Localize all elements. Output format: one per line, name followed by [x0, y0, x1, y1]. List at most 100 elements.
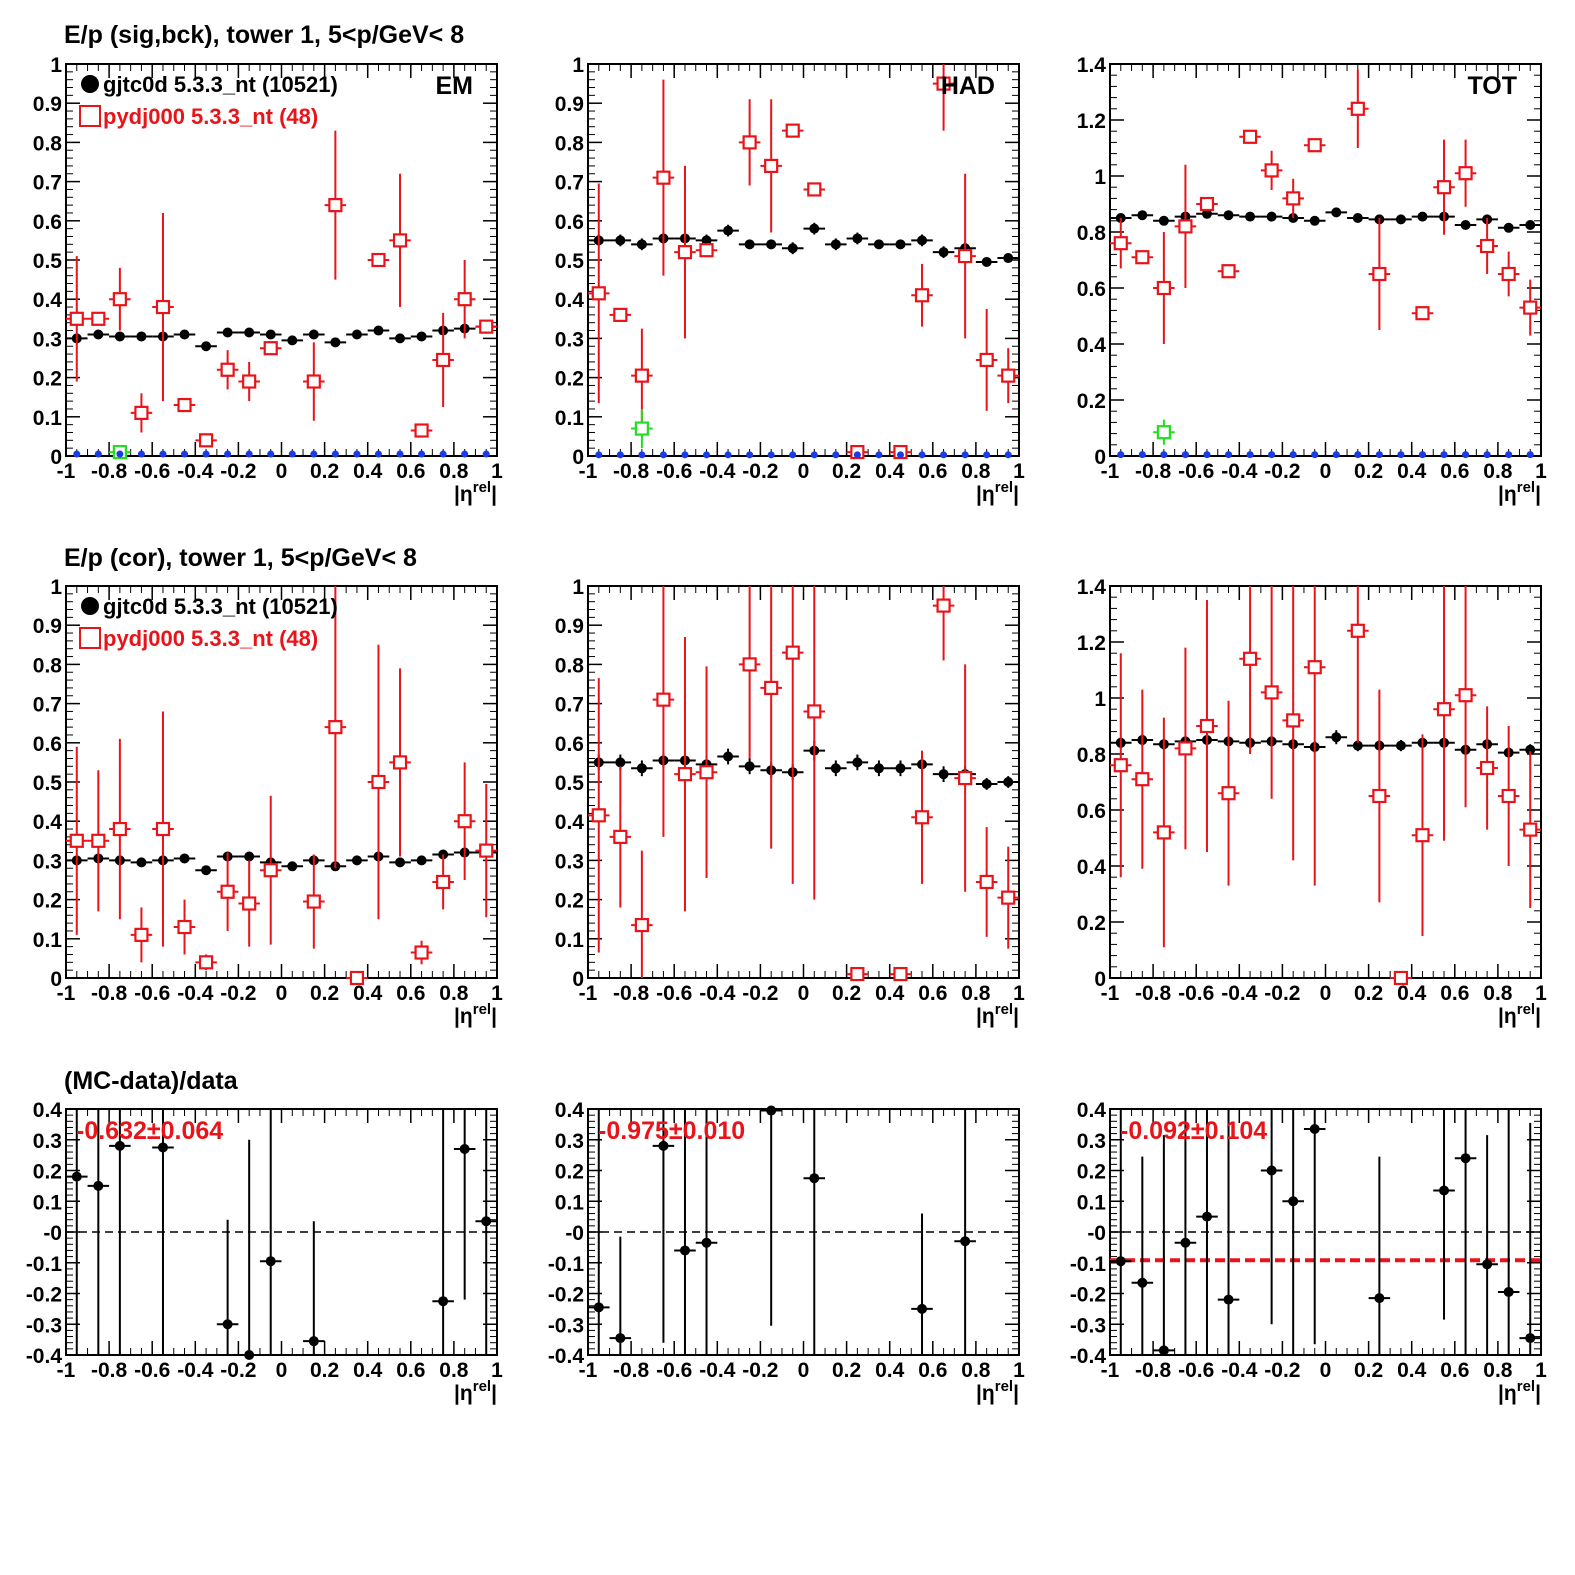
- x-tick-label: 0.4: [353, 982, 383, 1005]
- y-tick-label: 0.2: [555, 890, 584, 913]
- x-tick-label: -0.8: [91, 1359, 128, 1382]
- blue-point: [418, 450, 426, 458]
- x-tick-label: 1: [1013, 982, 1025, 1005]
- x-tick-label: 0.2: [310, 460, 339, 483]
- mc-point: [1113, 758, 1128, 773]
- mc-point: [1415, 306, 1430, 321]
- x-tick-label: 0.2: [832, 460, 861, 483]
- y-tick-label: 0.3: [33, 850, 62, 873]
- mc-point: [1178, 741, 1193, 756]
- data-point: [787, 243, 798, 254]
- mc-point: [134, 927, 149, 942]
- mc-point: [1199, 196, 1215, 212]
- blue-point: [1181, 451, 1189, 459]
- blue-point: [202, 450, 210, 458]
- y-tick-label: 0.6: [555, 211, 584, 234]
- mc-point: [613, 829, 628, 844]
- blue-point: [94, 450, 102, 458]
- mc-point: [1372, 266, 1387, 282]
- data-point: [1201, 1211, 1212, 1222]
- blue-point: [353, 450, 361, 458]
- x-tick-label: -0.6: [134, 982, 170, 1005]
- blue-point: [288, 450, 296, 458]
- data-point: [917, 235, 928, 246]
- x-tick-label: -1: [1101, 982, 1120, 1005]
- y-tick-label: 0: [572, 446, 584, 469]
- x-tick-label: -1: [579, 460, 598, 483]
- y-tick-label: 0: [1094, 446, 1106, 469]
- x-tick-label: -1: [1101, 1359, 1120, 1382]
- x-tick-label: 0.6: [918, 982, 947, 1005]
- panel-label: HAD: [941, 72, 995, 100]
- blue-point: [159, 450, 167, 458]
- x-tick-label: 0.8: [961, 460, 991, 483]
- mc-point: [1307, 660, 1322, 675]
- mc-point: [1501, 266, 1516, 282]
- mc-point: [263, 863, 278, 878]
- y-tick-label: 0.6: [555, 733, 584, 756]
- blue-point: [853, 451, 861, 459]
- data-point: [1137, 1277, 1148, 1288]
- mc-point: [850, 966, 865, 982]
- mc-point: [1221, 786, 1236, 801]
- x-tick-label: -1: [57, 1359, 76, 1382]
- y-tick-label: 0.8: [33, 654, 63, 677]
- x-axis-label: |ηrel|: [454, 1378, 497, 1405]
- mc-point: [1350, 623, 1365, 638]
- mc-point: [306, 894, 321, 909]
- data-point: [895, 763, 906, 774]
- mc-point: [69, 833, 84, 848]
- y-tick-label: -0.2: [26, 1284, 62, 1307]
- blue-point: [1505, 451, 1513, 459]
- blue-point: [374, 450, 382, 458]
- data-point: [416, 855, 427, 866]
- data-point: [330, 337, 341, 348]
- y-tick-label: 0.1: [1077, 1191, 1107, 1214]
- data-point: [287, 861, 298, 872]
- blue-point: [224, 450, 232, 458]
- data-point: [1331, 207, 1342, 218]
- mc-point: [958, 248, 973, 264]
- mc-point: [457, 292, 472, 307]
- x-axis-label: |ηrel|: [976, 479, 1019, 506]
- mc-point: [936, 598, 951, 613]
- y-tick-label: -0.3: [548, 1314, 584, 1337]
- data-point: [1482, 1259, 1493, 1270]
- x-axis-label: |ηrel|: [454, 479, 497, 506]
- blue-point: [1117, 451, 1125, 459]
- y-tick-label: 0: [1094, 968, 1106, 991]
- mc-point: [677, 767, 693, 782]
- mc-point: [155, 299, 171, 315]
- y-tick-label: -0.4: [548, 1345, 585, 1368]
- x-tick-label: -0.6: [1178, 460, 1214, 483]
- mc-point: [479, 843, 494, 858]
- x-tick-label: -0.2: [220, 460, 256, 483]
- data-point: [287, 335, 298, 346]
- mc-point: [936, 76, 951, 91]
- mc-point: [742, 657, 757, 672]
- blue-point: [245, 450, 253, 458]
- data-point: [873, 763, 884, 774]
- y-tick-label: 0.4: [1077, 856, 1107, 879]
- y-tick-label: 0.9: [555, 93, 584, 116]
- data-point: [308, 329, 319, 340]
- data-point: [373, 325, 384, 336]
- y-tick-label: 0.3: [33, 1130, 62, 1153]
- y-tick-label: 0.4: [1077, 1099, 1107, 1122]
- data-point: [830, 763, 841, 774]
- mc-point: [634, 368, 649, 383]
- x-tick-label: -0.6: [134, 460, 170, 483]
- mc-point: [220, 362, 235, 377]
- blue-point: [961, 451, 969, 459]
- x-axis-label: |ηrel|: [454, 1001, 497, 1028]
- blue-point: [73, 450, 81, 458]
- y-tick-label: 0.7: [33, 694, 62, 717]
- y-tick-label: 0.5: [555, 772, 585, 795]
- mc-point: [1286, 191, 1301, 206]
- data-point: [1223, 210, 1234, 221]
- x-tick-label: 0.8: [439, 1359, 469, 1382]
- row-title-sigbck: E/p (sig,bck), tower 1, 5<p/GeV< 8: [64, 21, 464, 49]
- x-tick-label: -1: [1101, 460, 1120, 483]
- x-tick-label: 0.4: [353, 460, 383, 483]
- mc-point: [69, 311, 84, 326]
